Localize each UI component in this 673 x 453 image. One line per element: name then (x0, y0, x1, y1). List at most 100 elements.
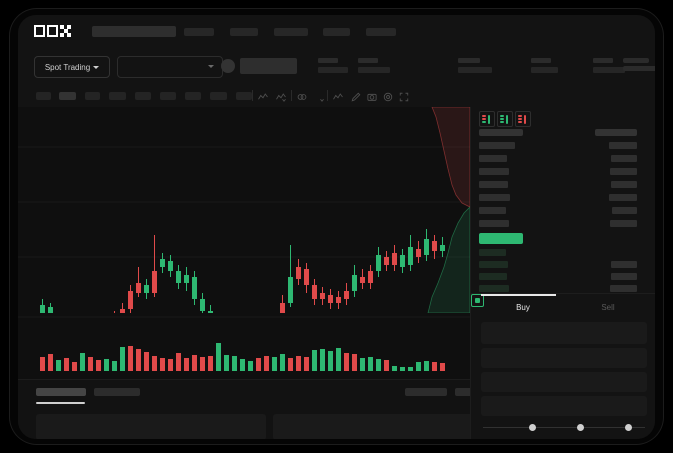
ticker-stat-1 (358, 58, 390, 73)
stat-value (318, 67, 348, 73)
timeframe-button-8[interactable] (236, 92, 252, 100)
snapshot-icon[interactable] (366, 90, 378, 102)
chart-type-chevron-icon[interactable] (313, 90, 325, 102)
indicator-dropdown-icon[interactable] (275, 90, 287, 102)
book-column-header-qty (595, 129, 637, 136)
timeframe-button-7[interactable] (210, 92, 227, 100)
order-book-ask-qty (611, 181, 637, 188)
tab-sell[interactable]: Sell (601, 303, 615, 312)
stat-value (593, 67, 625, 73)
order-book-ask-qty (610, 168, 637, 175)
timeframe-button-4[interactable] (135, 92, 151, 100)
logo-x-icon (60, 25, 71, 37)
book-view-bids-icon[interactable] (497, 111, 513, 127)
bottom-action-0[interactable] (405, 388, 447, 396)
book-icon-bar (518, 118, 522, 120)
nav-item-2[interactable] (274, 28, 308, 36)
book-column-header-price (479, 129, 523, 136)
pair-name-label (240, 58, 297, 74)
ticker-right-line-1 (623, 66, 655, 71)
orders-list-panel (36, 414, 266, 439)
tab-buy[interactable]: Buy (516, 303, 530, 312)
order-book-bid-qty (611, 261, 637, 268)
order-book-ask-row[interactable] (479, 181, 508, 188)
percent-slider-node-1[interactable] (529, 424, 536, 431)
order-book-ask-row[interactable] (479, 168, 509, 175)
timeframe-button-6[interactable] (185, 92, 201, 100)
percent-slider-track[interactable] (483, 427, 645, 428)
timeframe-button-3[interactable] (109, 92, 126, 100)
nav-item-4[interactable] (366, 28, 396, 36)
percent-slider-node-active[interactable] (471, 294, 484, 307)
order-book-ask-qty (611, 155, 637, 162)
stat-value (458, 67, 492, 73)
draw-tool-icon[interactable] (350, 90, 362, 102)
amount-field[interactable] (481, 372, 647, 392)
order-book-ask-row[interactable] (479, 155, 507, 162)
candlestick-chart[interactable] (18, 107, 470, 361)
stat-value (358, 67, 390, 73)
line-chart-icon[interactable] (332, 90, 344, 102)
spot-trading-dropdown[interactable]: Spot Trading (34, 56, 110, 78)
total-field[interactable] (481, 396, 647, 416)
book-icon-bar (482, 115, 486, 117)
logo-square-icon (34, 25, 45, 37)
stat-value (531, 67, 558, 73)
settings-icon[interactable] (382, 90, 394, 102)
okx-logo[interactable] (34, 25, 71, 37)
order-book-ask-row[interactable] (479, 207, 506, 214)
timeframe-button-0[interactable] (36, 92, 51, 100)
order-book-bid-row[interactable] (479, 285, 509, 292)
ticker-stat-4 (593, 58, 625, 73)
current-price-row[interactable] (479, 233, 523, 244)
order-book-ask-row[interactable] (479, 220, 509, 227)
timeframe-button-1[interactable] (59, 92, 76, 100)
book-icon-bar (518, 121, 522, 123)
order-book-bid-row[interactable] (479, 273, 507, 280)
order-book-panel (470, 107, 655, 293)
buy-tab-underline (481, 294, 556, 296)
order-book-ask-qty (609, 142, 637, 149)
chevron-down-icon (93, 65, 100, 69)
ticker-bar: Spot Trading (18, 47, 655, 86)
ticker-stat-3 (531, 58, 558, 73)
price-field[interactable] (481, 348, 647, 368)
chart-canvas (18, 146, 470, 361)
book-view-asks-icon[interactable] (515, 111, 531, 127)
order-type-field[interactable] (481, 322, 647, 344)
bottom-tab-0[interactable] (36, 388, 86, 396)
nav-item-3[interactable] (323, 28, 350, 36)
book-icon-bar (518, 115, 522, 117)
order-book-bid-row[interactable] (479, 249, 506, 256)
percent-slider-node-3[interactable] (625, 424, 632, 431)
timeframe-button-5[interactable] (160, 92, 176, 100)
order-book-bid-row[interactable] (479, 261, 508, 268)
book-view-both-icon[interactable] (479, 111, 495, 127)
toolbar-divider-2 (327, 90, 328, 101)
stat-label (358, 58, 378, 63)
order-book-ask-row[interactable] (479, 194, 510, 201)
percent-slider-node-2[interactable] (577, 424, 584, 431)
spot-trading-label: Spot Trading (44, 62, 91, 72)
nav-item-1[interactable] (230, 28, 258, 36)
timeframe-button-2[interactable] (85, 92, 100, 100)
fullscreen-icon[interactable] (398, 90, 410, 102)
active-tab-underline (36, 402, 85, 404)
order-book-ask-row[interactable] (479, 142, 515, 149)
pair-select-dropdown[interactable] (117, 56, 223, 78)
indicator-icon[interactable] (257, 90, 269, 102)
compare-icon[interactable] (296, 90, 308, 102)
nav-item-0[interactable] (184, 28, 214, 36)
coin-avatar (221, 59, 235, 73)
chart-toolbar (18, 85, 655, 108)
bottom-tab-1[interactable] (94, 388, 140, 396)
toolbar-divider-1 (291, 90, 292, 101)
stat-label (458, 58, 480, 63)
stat-label (593, 58, 613, 63)
app-screen: Spot Trading (18, 15, 655, 439)
search-input[interactable] (92, 26, 176, 37)
app-header (18, 15, 655, 47)
book-icon-col (524, 114, 526, 124)
bottom-panel (18, 379, 497, 439)
